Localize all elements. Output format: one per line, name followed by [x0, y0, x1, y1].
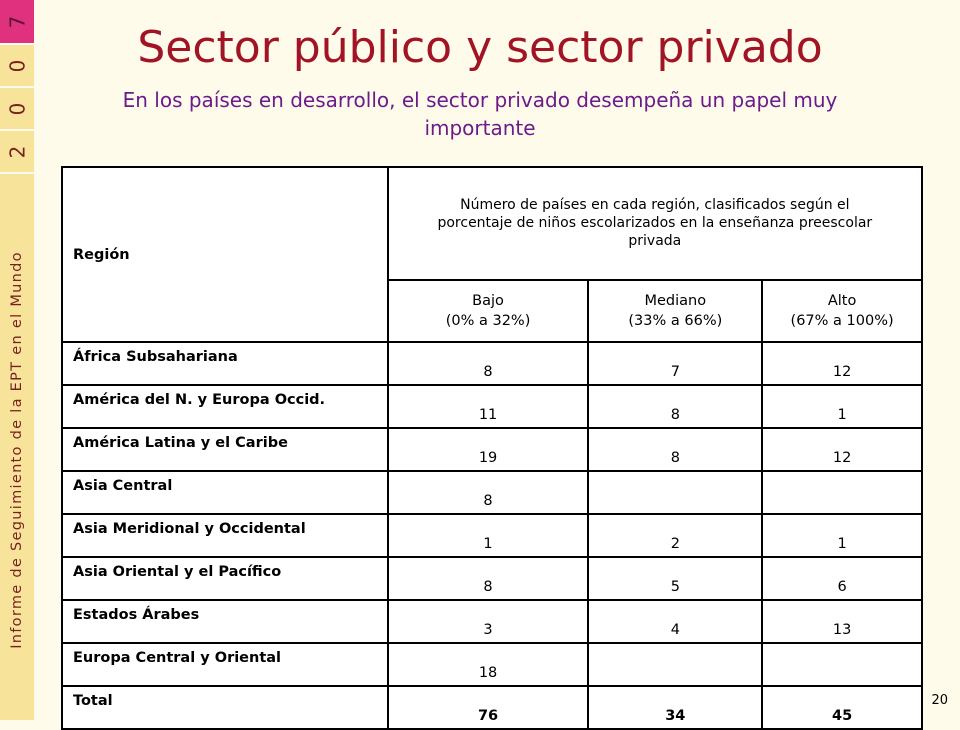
- bajo-cell: 11: [386, 384, 590, 429]
- sidebar: 7 0 0 2 Informe de Seguimiento de la EPT…: [0, 0, 34, 720]
- bajo-cell: 8: [386, 556, 590, 601]
- alto-cell: 12: [761, 427, 923, 472]
- table-row: América del N. y Europa Occid. 11 8 1: [61, 384, 923, 429]
- region-cell: América del N. y Europa Occid.: [61, 384, 389, 429]
- region-cell: Asia Meridional y Occidental: [61, 513, 389, 558]
- total-bajo-cell: 76: [386, 685, 590, 730]
- mediano-cell: 8: [587, 427, 764, 472]
- column-range: (67% a 100%): [790, 312, 894, 329]
- mediano-cell: [587, 642, 764, 687]
- slide-title: Sector público y sector privado: [137, 22, 823, 73]
- year-digit: 2: [4, 145, 29, 158]
- page-number: 20: [931, 693, 948, 708]
- mediano-cell: 4: [587, 599, 764, 644]
- table-total-row: Total 76 34 45: [61, 685, 923, 730]
- alto-cell: [761, 470, 923, 515]
- table-row: África Subsahariana 8 7 12: [61, 341, 923, 386]
- column-label: Bajo: [472, 292, 504, 309]
- column-range: (0% a 32%): [445, 312, 531, 329]
- slide-subtitle: En los países en desarrollo, el sector p…: [122, 88, 838, 140]
- group-column-header: Número de países en cada región, clasifi…: [386, 166, 924, 281]
- bajo-cell: 8: [386, 341, 590, 386]
- alto-cell: 13: [761, 599, 923, 644]
- region-column-header: Región: [61, 166, 389, 343]
- total-alto-cell: 45: [761, 685, 923, 730]
- table-row: Asia Oriental y el Pacífico 8 5 6: [61, 556, 923, 601]
- bajo-cell: 18: [386, 642, 590, 687]
- table-row: Asia Meridional y Occidental 1 2 1: [61, 513, 923, 558]
- year-digit: 7: [4, 15, 29, 28]
- year-digit-box: 0: [0, 45, 34, 88]
- total-label-cell: Total: [61, 685, 389, 730]
- alto-cell: 1: [761, 384, 923, 429]
- year-digit: 0: [4, 102, 29, 115]
- mediano-cell: 7: [587, 341, 764, 386]
- year-digit-box: 2: [0, 131, 34, 174]
- column-label: Alto: [827, 292, 857, 309]
- data-table: Región Número de países en cada región, …: [61, 166, 924, 730]
- column-range: (33% a 66%): [628, 312, 723, 329]
- table-subheader-row: Bajo (0% a 32%) Mediano (33% a 66%) Alto (6…: [62, 278, 923, 344]
- region-cell: Estados Árabes: [61, 599, 389, 644]
- table-header-row: Región Número de países en cada región, …: [61, 166, 924, 343]
- mediano-cell: [587, 470, 764, 515]
- mediano-cell: 5: [587, 556, 764, 601]
- alto-cell: 6: [761, 556, 923, 601]
- table-row: América Latina y el Caribe 19 8 12: [61, 427, 923, 472]
- total-mediano-cell: 34: [587, 685, 764, 730]
- year-digit: 0: [4, 59, 29, 72]
- region-cell: Europa Central y Oriental: [61, 642, 389, 687]
- report-title-vertical: Informe de Seguimiento de la EPT en el M…: [9, 251, 25, 649]
- column-label: Mediano: [644, 292, 707, 309]
- bajo-cell: 3: [386, 599, 590, 644]
- mediano-cell: 8: [587, 384, 764, 429]
- alto-cell: [761, 642, 923, 687]
- column-header-mediano: Mediano (33% a 66%): [587, 278, 764, 344]
- region-cell: América Latina y el Caribe: [61, 427, 389, 472]
- bajo-cell: 1: [386, 513, 590, 558]
- year-digit-box: 0: [0, 88, 34, 131]
- bajo-cell: 19: [386, 427, 590, 472]
- bajo-cell: 8: [386, 470, 590, 515]
- table-row: Europa Central y Oriental 18: [61, 642, 923, 687]
- table-row: Estados Árabes 3 4 13: [61, 599, 923, 644]
- mediano-cell: 2: [587, 513, 764, 558]
- column-header-bajo: Bajo (0% a 32%): [386, 278, 590, 344]
- region-cell: Asia Central: [61, 470, 389, 515]
- year-digit-box: 7: [0, 0, 34, 45]
- alto-cell: 12: [761, 341, 923, 386]
- region-cell: África Subsahariana: [61, 341, 389, 386]
- region-cell: Asia Oriental y el Pacífico: [61, 556, 389, 601]
- table-row: Asia Central 8: [61, 470, 923, 515]
- alto-cell: 1: [761, 513, 923, 558]
- column-header-alto: Alto (67% a 100%): [761, 278, 923, 344]
